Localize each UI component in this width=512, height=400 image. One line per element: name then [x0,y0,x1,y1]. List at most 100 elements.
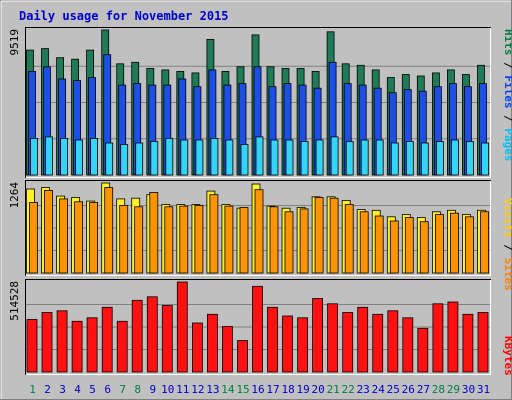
x-tick-label-18: 18 [281,383,294,396]
kbytes-bar-6 [101,306,113,373]
kbytes-bar-7 [116,320,128,373]
chart-panels: 9519 1264 514528 [8,27,491,375]
x-tick-label-11: 11 [176,383,189,396]
kbytes-bar-29 [447,301,459,373]
legend-part-kbytes-0: KBytes [502,336,512,376]
pages-bar-24 [375,139,384,176]
kbytes-bar-13 [206,313,218,373]
sites-bar-25 [389,220,399,274]
pages-bar-12 [195,139,204,176]
x-tick-label-20: 20 [311,383,324,396]
chart-title: Daily usage for November 2015 [19,9,229,23]
y-max-label-hits-files-pages: 9519 [8,29,21,56]
kbytes-bar-27 [417,327,429,373]
kbytes-bar-26 [402,317,414,373]
kbytes-bar-8 [131,299,143,373]
sites-bar-6 [104,187,114,274]
kbytes-bar-24 [372,313,384,373]
x-tick-label-4: 4 [74,383,81,396]
kbytes-bar-30 [462,313,474,373]
pages-bar-6 [105,142,114,176]
sites-bar-12 [194,204,204,274]
pages-bar-3 [60,137,68,176]
sites-bar-22 [344,204,354,274]
x-tick-label-14: 14 [221,383,235,396]
sites-bar-4 [74,201,83,274]
kbytes-bar-4 [71,320,83,373]
legend-part-hits-files-pages-0: Hits [502,29,512,56]
x-tick-label-3: 3 [59,383,66,396]
x-tick-label-23: 23 [357,383,370,396]
pages-bar-10 [165,137,174,176]
sites-bar-5 [89,202,98,274]
x-tick-label-8: 8 [134,383,141,396]
x-tick-label-7: 7 [119,383,126,396]
y-max-label-visits-sites: 1264 [8,182,21,209]
x-tick-label-19: 19 [296,383,309,396]
legend-part-visits-sites-0: Visits [502,198,512,238]
kbytes-bar-16 [252,285,263,373]
pages-bar-4 [75,139,83,176]
pages-bar-25 [390,142,399,176]
sites-bar-24 [374,215,384,274]
x-tick-label-16: 16 [251,383,264,396]
x-tick-label-22: 22 [342,383,355,396]
x-tick-label-24: 24 [372,383,386,396]
x-tick-label-1: 1 [29,383,36,396]
x-tick-label-12: 12 [191,383,204,396]
sites-bar-14 [224,205,234,274]
kbytes-bar-23 [357,306,369,373]
panel-visits-sites: 1264 [8,180,491,276]
pages-bar-30 [465,141,474,176]
sites-bar-2 [44,189,53,274]
sites-bar-20 [314,197,324,274]
kbytes-bar-25 [387,310,399,373]
legend-visits-sites: Visits / Sites [502,198,512,291]
x-axis-labels: 1 2 3 4 5 6 7 8 9 10 11 12 13 14 15 16 17 18 19 20 21 22 23 24 2… [29,383,490,396]
kbytes-bar-17 [267,306,278,373]
pages-bar-11 [180,139,189,176]
sites-bar-21 [329,197,339,274]
kbytes-bar-11 [176,281,188,373]
x-tick-label-15: 15 [236,383,249,396]
kbytes-bar-28 [432,303,444,373]
kbytes-bar-19 [297,317,309,373]
kbytes-bar-12 [191,322,203,373]
kbytes-bar-9 [146,296,158,373]
legend-part-hits-files-pages-1: / [502,56,512,76]
pages-bar-1 [30,137,38,176]
x-tick-label-5: 5 [89,383,96,396]
kbytes-bar-14 [221,326,233,373]
kbytes-bar-15 [237,340,248,373]
pages-bar-18 [285,139,294,176]
sites-bar-11 [179,205,189,274]
x-tick-label-2: 2 [44,383,51,396]
legend-part-visits-sites-1: / [502,238,512,258]
sites-bar-18 [284,211,294,274]
pages-bar-8 [135,142,144,176]
sites-bar-3 [59,198,68,274]
kbytes-bar-2 [41,312,53,373]
pages-bar-15 [240,144,249,176]
legend-part-hits-files-pages-2: Files [502,75,512,108]
kbytes-bar-10 [161,305,173,373]
chart-legends: Hits / Files / Pages Visits / Sites KBytes [502,29,512,376]
pages-bar-17 [270,139,279,176]
sites-bar-27 [419,221,429,274]
legend-part-hits-files-pages-3: / [502,109,512,129]
x-tick-label-28: 28 [432,383,445,396]
x-tick-label-31: 31 [477,383,490,396]
pages-bar-27 [420,142,429,176]
kbytes-bar-3 [56,310,68,373]
panel-hits-files-pages: 9519 [8,27,491,178]
sites-bar-8 [134,206,144,274]
pages-bar-29 [450,139,459,176]
sites-bar-17 [269,206,279,274]
x-tick-label-17: 17 [266,383,279,396]
sites-bar-30 [464,216,474,274]
kbytes-bar-22 [342,312,354,373]
x-tick-label-10: 10 [161,383,174,396]
sites-bar-1 [29,202,38,274]
pages-bar-5 [90,137,98,176]
